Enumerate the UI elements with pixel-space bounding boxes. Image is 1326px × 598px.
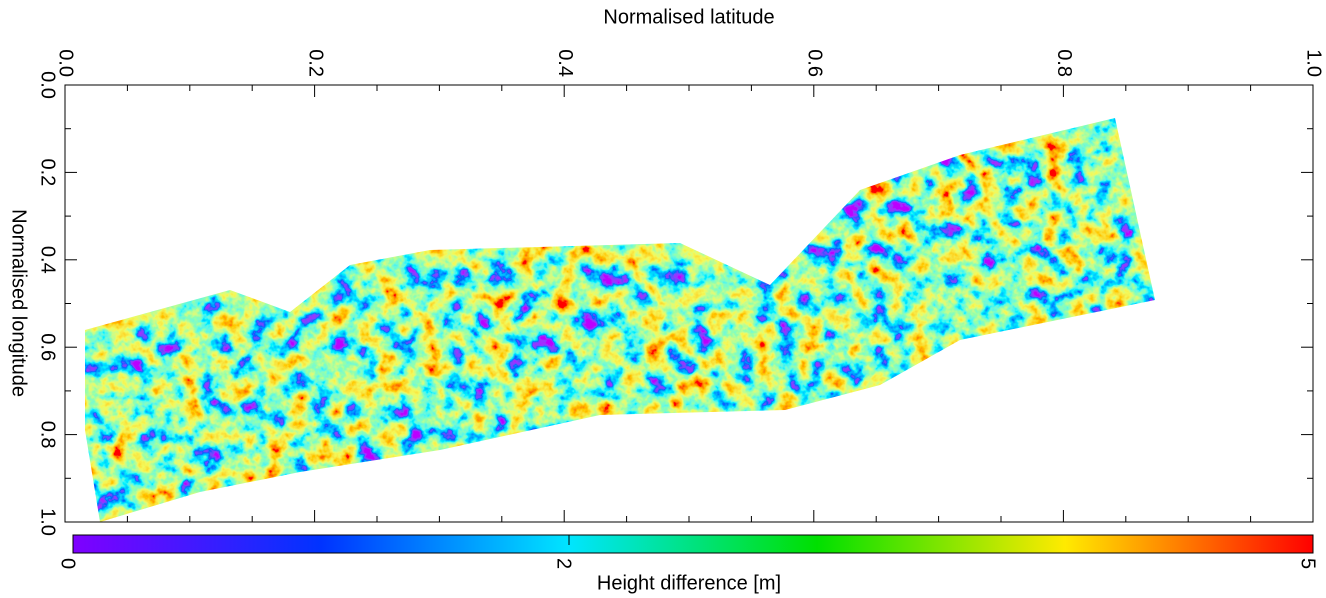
colorbar (73, 535, 1313, 553)
x-tick-label: 0.2 (304, 49, 326, 77)
y-tick-label: 0.0 (37, 71, 59, 99)
x-tick-label: 0.4 (554, 49, 576, 77)
chart: Normalised latitude Normalised longitude… (0, 0, 1326, 598)
colorbar-tick-label: 0 (57, 558, 79, 569)
colorbar-tick-label: 5 (1297, 558, 1319, 569)
colorbar-tick-label: 2 (553, 558, 575, 569)
x-tick-label: 0.6 (804, 49, 826, 77)
y-tick-label: 0.2 (37, 158, 59, 186)
heatmap-image (65, 85, 1313, 522)
y-tick-label: 1.0 (37, 508, 59, 536)
y-tick-label: 0.6 (37, 333, 59, 361)
x-tick-label: 0.8 (1053, 49, 1075, 77)
y-axis-label: Normalised longitude (8, 209, 30, 397)
x-tick-label: 1.0 (1303, 49, 1325, 77)
x-axis-label: Normalised latitude (603, 6, 774, 28)
y-tick-label: 0.8 (37, 421, 59, 449)
colorbar-label: Height difference [m] (597, 572, 781, 594)
y-tick-label: 0.4 (37, 246, 59, 274)
